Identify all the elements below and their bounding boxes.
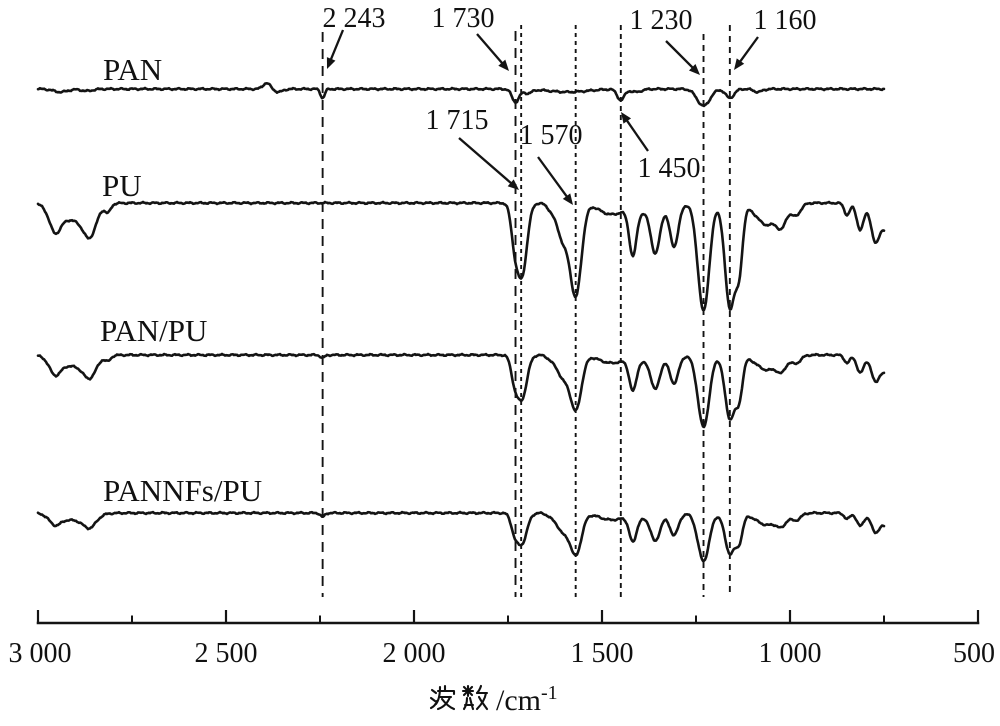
annotation-arrow-line-1570: [537, 156, 570, 200]
annotation-label-1450: 1 450: [638, 153, 701, 184]
spectrum-curve-pan: [36, 82, 886, 108]
annotation-arrow-line-1450: [624, 117, 649, 152]
annotation-label-1715: 1 715: [426, 105, 489, 136]
annotation-label-1570: 1 570: [520, 120, 583, 151]
x-tick-label-1500: 1 500: [571, 638, 634, 669]
spectrum-curve-pu: [36, 200, 886, 312]
annotation-arrow-line-2243: [328, 29, 345, 63]
series-label-pu: PU: [102, 168, 142, 203]
annotation-arrow-line-1160: [737, 36, 759, 65]
x-axis-title: /cm-1: [429, 682, 558, 717]
x-axis-title-unit: /cm-1: [496, 682, 558, 717]
annotation-arrow-head-1230: [688, 63, 700, 75]
annotation-arrow-line-1230: [665, 40, 696, 71]
annotation-arrows: [326, 29, 759, 205]
annotation-arrow-head-1160: [734, 58, 745, 70]
spectrum-curve-pan-pu: [36, 352, 886, 429]
annotation-arrow-head-1715: [507, 179, 519, 190]
annotation-arrow-line-1730: [476, 33, 505, 66]
annotation-label-1160: 1 160: [754, 5, 817, 36]
annotation-label-2243: 2 243: [323, 3, 386, 34]
cjk-glyph-数: [461, 684, 489, 711]
annotation-arrow-head-1450: [621, 112, 632, 124]
reference-dashed-lines: [321, 25, 731, 597]
annotation-label-1730: 1 730: [432, 3, 495, 34]
x-tick-label-2000: 2 000: [383, 638, 446, 669]
series-label-pan: PAN: [103, 52, 162, 87]
x-axis: [36, 610, 980, 625]
cjk-glyph-波: [429, 684, 456, 711]
x-tick-label-1000: 1 000: [759, 638, 822, 669]
series-label-pannfs-pu: PANNFs/PU: [103, 473, 262, 508]
annotation-arrow-head-1570: [562, 193, 573, 205]
x-tick-label-2500: 2 500: [195, 638, 258, 669]
x-tick-label-500: 500: [953, 638, 995, 669]
annotation-arrow-head-2243: [326, 57, 336, 69]
annotation-arrow-head-1730: [498, 59, 509, 71]
series-label-pan-pu: PAN/PU: [100, 313, 207, 348]
annotation-label-1230: 1 230: [630, 5, 693, 36]
annotation-arrow-line-1715: [458, 137, 514, 186]
spectra-curves: [36, 82, 886, 563]
spectrum-curve-pannfs-pu: [36, 510, 886, 563]
x-tick-label-3000: 3 000: [9, 638, 72, 669]
